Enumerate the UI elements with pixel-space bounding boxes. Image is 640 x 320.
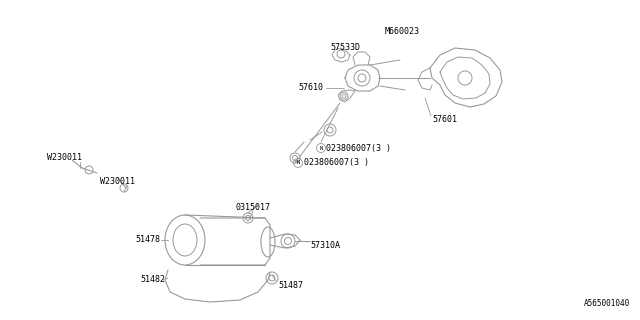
Text: 51482: 51482 xyxy=(140,276,165,284)
Text: 51487: 51487 xyxy=(278,281,303,290)
Text: 023806007(3 ): 023806007(3 ) xyxy=(303,158,369,167)
Text: 57601: 57601 xyxy=(432,116,457,124)
Text: 023806007(3 ): 023806007(3 ) xyxy=(326,143,392,153)
Text: 51478: 51478 xyxy=(135,236,160,244)
Text: W230011: W230011 xyxy=(100,178,135,187)
Text: M660023: M660023 xyxy=(385,28,420,36)
Text: W230011: W230011 xyxy=(47,154,82,163)
Text: 57533D: 57533D xyxy=(330,44,360,52)
Text: A565001040: A565001040 xyxy=(584,299,630,308)
Text: 0315017: 0315017 xyxy=(235,203,270,212)
Text: N: N xyxy=(319,146,323,150)
Text: N: N xyxy=(296,161,300,165)
Text: 57310A: 57310A xyxy=(310,241,340,250)
Text: 57610: 57610 xyxy=(298,84,323,92)
